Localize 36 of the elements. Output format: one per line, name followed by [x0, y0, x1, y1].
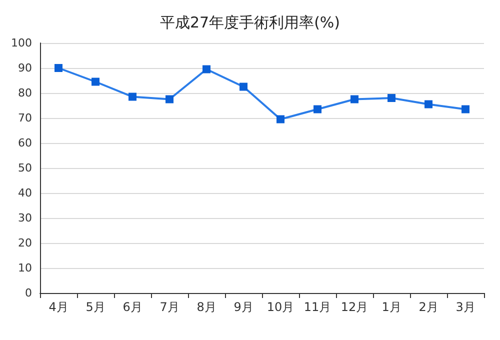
x-tick-label: 3月	[456, 300, 476, 314]
y-tick-label: 0	[25, 286, 32, 300]
point	[54, 64, 62, 72]
x-tick-label: 8月	[196, 300, 216, 314]
chart-title: 平成27年度手術利用率(%)	[160, 14, 340, 32]
y-tick-label: 60	[18, 136, 32, 150]
y-tick-label: 50	[18, 162, 32, 174]
point	[240, 82, 248, 91]
point	[424, 100, 432, 108]
y-tick-label: 70	[18, 112, 32, 124]
y-tick-label: 30	[18, 212, 32, 224]
y-tick-label: 80	[18, 86, 32, 100]
x-tick-label: 1月	[382, 300, 402, 314]
x-tick-label: 5月	[86, 300, 106, 314]
y-tick-label: 40	[18, 186, 32, 200]
x-tick-label: 11月	[304, 300, 332, 314]
point	[388, 94, 396, 102]
y-tick-label: 90	[18, 62, 32, 74]
point	[276, 115, 284, 124]
x-tick-label: 6月	[122, 300, 142, 314]
point	[202, 65, 210, 74]
point	[92, 78, 100, 86]
y-tick-label: 10	[18, 262, 32, 274]
x-tick-label: 12月	[340, 300, 368, 314]
x-tick-label: 2月	[418, 300, 438, 314]
point	[350, 95, 358, 104]
point	[462, 105, 470, 114]
x-tick-label: 7月	[160, 300, 180, 314]
x-tick-label: 10月	[266, 300, 294, 314]
x-tick-label: 4月	[48, 300, 68, 314]
point	[166, 95, 174, 104]
point	[128, 92, 136, 101]
y-tick-label: 20	[18, 236, 32, 250]
x-tick-label: 9月	[234, 300, 254, 314]
y-tick-label: 100	[11, 36, 32, 50]
point	[314, 105, 322, 114]
